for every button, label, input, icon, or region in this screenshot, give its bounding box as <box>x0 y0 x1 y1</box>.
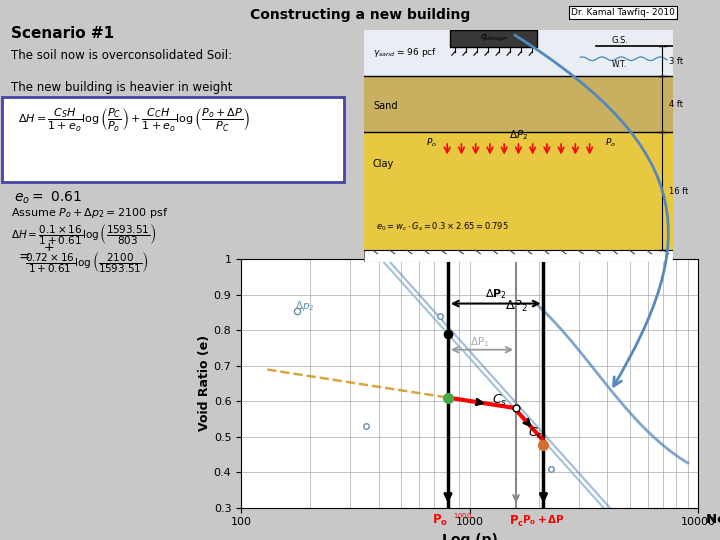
Text: 16 ft: 16 ft <box>669 187 688 195</box>
Bar <box>364 30 673 76</box>
Text: The soil now is overconsolidated Soil:: The soil now is overconsolidated Soil: <box>11 49 232 62</box>
Text: $\Delta H = \dfrac{0.1 \times 16}{1 + 0.61} \log\left(\dfrac{1593.51}{803}\right: $\Delta H = \dfrac{0.1 \times 16}{1 + 0.… <box>11 221 156 247</box>
Text: $\Delta$P$_1$: $\Delta$P$_1$ <box>469 335 489 349</box>
Text: G.S.: G.S. <box>611 36 629 45</box>
Bar <box>450 30 537 47</box>
Text: =: = <box>18 251 30 265</box>
Text: Sand: Sand <box>373 102 397 111</box>
Bar <box>364 132 673 250</box>
Text: Clay: Clay <box>373 159 394 170</box>
Text: New Building: New Building <box>706 513 720 526</box>
Bar <box>364 76 673 132</box>
Text: Dr. Kamal Tawfiq- 2010: Dr. Kamal Tawfiq- 2010 <box>571 8 675 17</box>
Text: The new building is heavier in weight: The new building is heavier in weight <box>11 82 233 94</box>
Text: $e_0 = w_c \cdot G_s = 0.3 \times 2.65 = 0.795$: $e_0 = w_c \cdot G_s = 0.3 \times 2.65 =… <box>376 221 509 233</box>
Text: $\gamma_{sand}$ = 96 pcf: $\gamma_{sand}$ = 96 pcf <box>373 46 437 59</box>
Y-axis label: Void Ratio (e): Void Ratio (e) <box>198 335 211 431</box>
Text: Constructing a new building: Constructing a new building <box>250 8 470 22</box>
Text: $P_o$: $P_o$ <box>426 136 436 149</box>
Text: $\mathbf{P_o}$: $\mathbf{P_o}$ <box>432 513 448 528</box>
Text: $\dfrac{0.72 \times 16}{1 + 0.61} \log\left(\dfrac{2100}{1593.51}\right)$: $\dfrac{0.72 \times 16}{1 + 0.61} \log\l… <box>25 249 149 275</box>
Text: Scenario #1: Scenario #1 <box>11 26 114 41</box>
Text: $\mathbf{P_o + \Delta P}$: $\mathbf{P_o + \Delta P}$ <box>522 514 565 528</box>
Text: $P_o$: $P_o$ <box>605 136 616 149</box>
Text: $\Delta H = \dfrac{C_S H}{1+e_o} \log\left(\dfrac{P_C}{P_o}\right) + \dfrac{C_C : $\Delta H = \dfrac{C_S H}{1+e_o} \log\le… <box>18 106 251 134</box>
Text: +: + <box>43 241 54 254</box>
Text: W.T.: W.T. <box>611 59 626 69</box>
Text: $q_{design}$: $q_{design}$ <box>480 33 508 44</box>
Text: 3 ft: 3 ft <box>669 57 683 65</box>
Text: $\Delta P_2$: $\Delta P_2$ <box>505 299 528 314</box>
Text: $C_s$: $C_s$ <box>492 393 507 408</box>
Text: $e_o = \ 0.61$: $e_o = \ 0.61$ <box>14 190 83 206</box>
Text: $C_c$: $C_c$ <box>528 426 544 441</box>
Text: $\Delta$P$_2$: $\Delta$P$_2$ <box>485 287 507 301</box>
Text: $\Delta p_2$: $\Delta p_2$ <box>295 299 315 313</box>
FancyBboxPatch shape <box>1 97 344 182</box>
Text: Assume $P_o + \Delta p_2 = 2100$ psf: Assume $P_o + \Delta p_2 = 2100$ psf <box>11 206 168 220</box>
Text: $^{1000}$: $^{1000}$ <box>453 514 472 524</box>
Text: $\mathbf{P_c}$: $\mathbf{P_c}$ <box>508 514 523 529</box>
Text: 4 ft: 4 ft <box>669 99 683 109</box>
X-axis label: Log (p): Log (p) <box>442 533 498 540</box>
Text: $\Delta P_2$: $\Delta P_2$ <box>509 129 528 142</box>
